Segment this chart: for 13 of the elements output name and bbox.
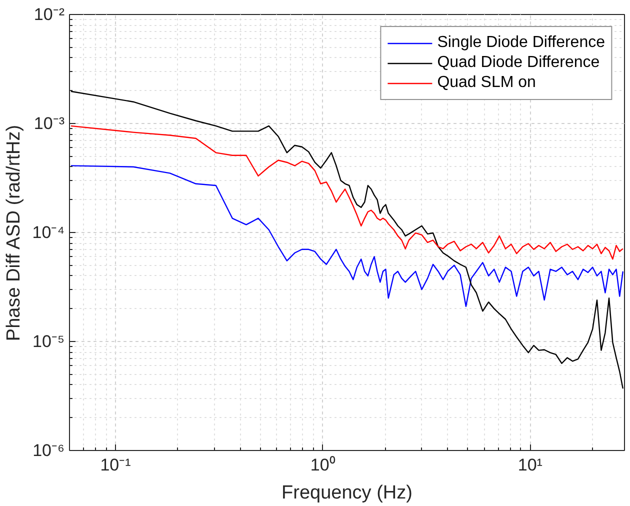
legend-label: Quad Diode Difference [437,54,600,72]
y-tick-label: 10⁻³ [34,114,65,133]
y-tick-label: 10⁻² [34,5,65,24]
legend-label: Single Diode Difference [437,34,605,52]
y-axis-title: Phase Diff ASD (rad/rtHz) [3,124,24,342]
y-tick-label: 10⁻⁵ [32,332,65,351]
x-tick-label: 10¹ [518,456,543,474]
x-tick-label: 10⁰ [310,456,336,474]
y-tick-label: 10⁻⁶ [32,441,65,460]
y-tick-label: 10⁻⁴ [32,223,65,242]
x-tick-label: 10⁻¹ [100,456,132,474]
x-axis-title: Frequency (Hz) [282,482,412,504]
legend-label: Quad SLM on [437,74,536,92]
